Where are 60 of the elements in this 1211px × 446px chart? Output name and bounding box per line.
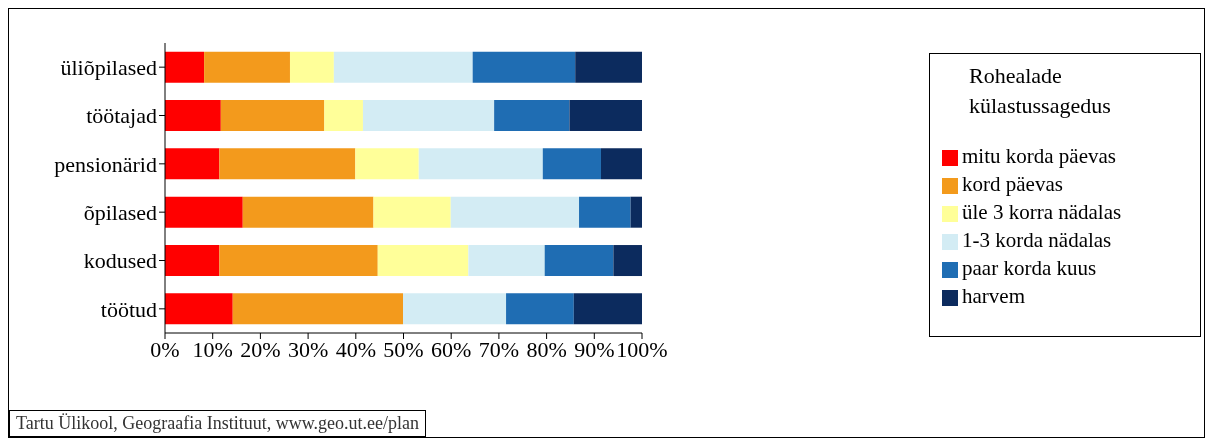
bar	[165, 293, 233, 325]
bar	[289, 51, 334, 83]
x-tick-label: 0%	[150, 336, 180, 362]
legend-label: mitu korda päevas	[962, 144, 1116, 168]
bar	[494, 100, 570, 132]
bar	[165, 196, 243, 228]
y-tick-label: töötajad	[86, 103, 157, 129]
legend-title: Rohealade külastussagedus	[969, 62, 1112, 120]
x-tick-label: 70%	[478, 336, 520, 362]
x-tick-label: 40%	[335, 336, 376, 362]
bar	[630, 196, 642, 228]
bar	[165, 100, 221, 132]
bar	[472, 51, 576, 83]
bar	[377, 245, 469, 277]
legend-label: kord päevas	[962, 172, 1063, 196]
bar	[544, 245, 614, 277]
bar	[542, 148, 601, 180]
bar	[613, 245, 642, 277]
legend-label: paar korda kuus	[962, 256, 1097, 280]
bar	[220, 100, 325, 132]
bar	[242, 196, 374, 228]
x-tick-label: 30%	[287, 336, 329, 362]
bar	[362, 100, 495, 132]
bar	[333, 51, 473, 83]
y-tick-label: pensionärid	[54, 151, 157, 177]
bar	[165, 51, 205, 83]
bar	[506, 293, 574, 325]
x-tick-label: 80%	[526, 336, 567, 362]
bar	[165, 148, 220, 180]
y-tick-label: kodused	[83, 248, 157, 274]
bar	[468, 245, 545, 277]
x-tick-label: 60%	[431, 336, 472, 362]
x-tick-label: 50%	[383, 336, 424, 362]
y-tick-label: üliõpilased	[60, 54, 157, 80]
x-tick-label: 20%	[240, 336, 281, 362]
bar	[579, 196, 631, 228]
bar	[373, 196, 451, 228]
bar	[324, 100, 363, 132]
y-tick-label: töötud	[100, 296, 157, 322]
y-tick-label: õpilased	[83, 199, 157, 225]
bar	[232, 293, 404, 325]
bar	[600, 148, 642, 180]
legend-label: harvem	[962, 284, 1025, 308]
x-tick-label: 10%	[192, 336, 233, 362]
bar	[165, 245, 220, 277]
bar	[575, 51, 642, 83]
bar	[204, 51, 290, 83]
bar	[418, 148, 543, 180]
bar	[569, 100, 642, 132]
legend-label: 1-3 korda nädalas	[962, 228, 1112, 252]
text: Tartu Ülikool, Geograafia Instituut, www.geo.ut.ee/plan	[9, 410, 426, 437]
bar	[450, 196, 580, 228]
bar	[355, 148, 419, 180]
bar	[219, 245, 378, 277]
bar	[219, 148, 356, 180]
legend-label: üle 3 korra nädalas	[962, 200, 1122, 224]
x-tick-label: 100%	[616, 336, 668, 362]
bar	[403, 293, 507, 325]
bar	[573, 293, 642, 325]
x-tick-label: 90%	[574, 336, 615, 362]
